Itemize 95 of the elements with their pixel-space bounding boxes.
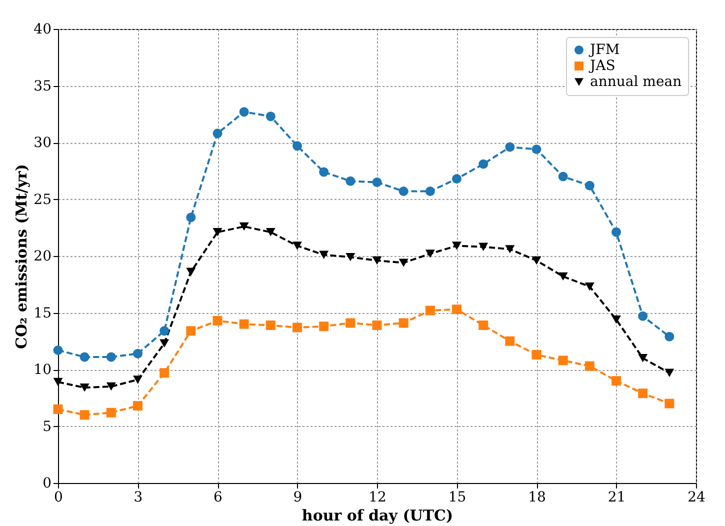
point bbox=[558, 172, 568, 182]
point bbox=[239, 222, 249, 231]
y-tick-label: 15 bbox=[34, 305, 52, 322]
point bbox=[638, 311, 648, 321]
point bbox=[425, 250, 435, 258]
point bbox=[452, 174, 462, 184]
x-axis-title: hour of day (UTC) bbox=[302, 506, 454, 524]
point bbox=[478, 159, 488, 169]
point bbox=[584, 282, 594, 291]
y-axis-title: CO₂ emissions (Mt/yr) bbox=[12, 164, 31, 349]
point bbox=[425, 306, 435, 316]
x-tick-label: 15 bbox=[448, 490, 466, 506]
point bbox=[106, 352, 116, 362]
point bbox=[425, 186, 435, 196]
point bbox=[584, 361, 594, 371]
x-tick-label: 18 bbox=[528, 490, 546, 506]
point bbox=[638, 388, 648, 398]
x-tick-label: 9 bbox=[293, 490, 302, 506]
point bbox=[239, 107, 249, 117]
point bbox=[80, 410, 90, 420]
point bbox=[346, 318, 356, 328]
point bbox=[319, 167, 329, 177]
point bbox=[664, 398, 674, 408]
point bbox=[186, 326, 196, 336]
y-tick-label: 20 bbox=[34, 248, 52, 264]
point bbox=[398, 318, 408, 328]
point bbox=[319, 250, 329, 259]
point bbox=[532, 256, 542, 265]
point bbox=[638, 354, 648, 362]
point bbox=[612, 227, 621, 237]
y-tick-label: 25 bbox=[34, 192, 52, 208]
point bbox=[584, 180, 594, 190]
y-tick-label: 0 bbox=[42, 476, 52, 492]
point bbox=[372, 256, 382, 265]
point bbox=[505, 142, 515, 152]
point bbox=[160, 368, 170, 378]
point bbox=[212, 128, 222, 138]
point bbox=[452, 242, 462, 250]
legend-label: JAS bbox=[588, 58, 616, 74]
x-tick-label: 12 bbox=[368, 490, 386, 506]
point bbox=[558, 356, 568, 366]
point bbox=[160, 339, 170, 348]
point bbox=[160, 326, 170, 336]
point bbox=[398, 258, 408, 267]
point bbox=[612, 315, 621, 324]
point bbox=[133, 376, 142, 384]
point bbox=[346, 253, 356, 262]
y-tick-label: 40 bbox=[34, 22, 52, 38]
point bbox=[664, 332, 674, 342]
legend-label: JFM bbox=[588, 42, 620, 58]
point bbox=[612, 376, 621, 386]
x-tick-label: 3 bbox=[134, 490, 143, 506]
point bbox=[558, 272, 568, 281]
point bbox=[292, 322, 302, 332]
point bbox=[292, 141, 302, 151]
point bbox=[266, 228, 276, 236]
point bbox=[239, 319, 249, 329]
point bbox=[106, 382, 116, 391]
point bbox=[80, 352, 90, 362]
point bbox=[478, 320, 488, 330]
point bbox=[53, 378, 63, 386]
point bbox=[372, 320, 382, 330]
point bbox=[532, 144, 542, 154]
x-tick-label: 6 bbox=[214, 490, 223, 506]
point bbox=[53, 345, 63, 355]
y-tick-label: 5 bbox=[42, 418, 52, 435]
point bbox=[319, 322, 329, 332]
point bbox=[80, 384, 90, 392]
point bbox=[452, 304, 462, 314]
point bbox=[186, 268, 196, 276]
point bbox=[292, 242, 302, 250]
y-tick-label: 30 bbox=[34, 135, 52, 151]
point bbox=[505, 336, 515, 346]
point bbox=[664, 368, 674, 378]
point bbox=[212, 228, 222, 236]
point bbox=[266, 320, 276, 330]
x-tick-label: 24 bbox=[688, 490, 706, 506]
point bbox=[398, 186, 408, 196]
point bbox=[346, 176, 356, 186]
point bbox=[372, 177, 382, 187]
point bbox=[53, 404, 63, 414]
point bbox=[133, 401, 142, 411]
x-tick-label: 21 bbox=[608, 490, 626, 506]
point bbox=[266, 112, 276, 122]
x-tick-label: 0 bbox=[54, 490, 63, 506]
point bbox=[106, 408, 116, 418]
legend-label: annual mean bbox=[590, 74, 682, 90]
y-tick-label: 35 bbox=[34, 78, 52, 94]
y-tick-label: 10 bbox=[34, 362, 52, 378]
point bbox=[133, 348, 142, 358]
point bbox=[505, 245, 515, 254]
point bbox=[478, 242, 488, 252]
point bbox=[532, 350, 542, 360]
point bbox=[212, 316, 222, 326]
point bbox=[186, 212, 196, 222]
